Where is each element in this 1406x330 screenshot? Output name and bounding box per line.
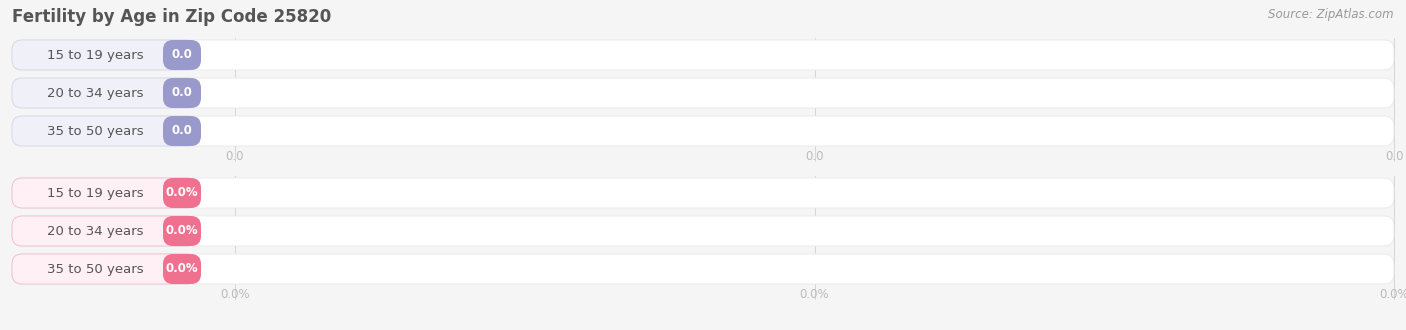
FancyBboxPatch shape [163, 254, 201, 284]
Text: 0.0: 0.0 [172, 86, 193, 100]
Text: 0.0: 0.0 [1385, 149, 1403, 162]
FancyBboxPatch shape [13, 116, 197, 146]
FancyBboxPatch shape [13, 40, 197, 70]
FancyBboxPatch shape [13, 116, 1393, 146]
FancyBboxPatch shape [163, 78, 201, 108]
Text: 0.0%: 0.0% [166, 262, 198, 276]
Text: 15 to 19 years: 15 to 19 years [48, 49, 143, 61]
Text: 15 to 19 years: 15 to 19 years [48, 186, 143, 200]
FancyBboxPatch shape [13, 40, 1393, 70]
FancyBboxPatch shape [163, 116, 201, 146]
FancyBboxPatch shape [13, 216, 197, 246]
Text: 35 to 50 years: 35 to 50 years [48, 124, 143, 138]
FancyBboxPatch shape [13, 78, 197, 108]
Text: 0.0: 0.0 [226, 149, 245, 162]
Text: 0.0%: 0.0% [166, 186, 198, 200]
Text: Source: ZipAtlas.com: Source: ZipAtlas.com [1268, 8, 1393, 21]
Text: 20 to 34 years: 20 to 34 years [48, 86, 143, 100]
Text: 0.0%: 0.0% [166, 224, 198, 238]
FancyBboxPatch shape [13, 216, 1393, 246]
Text: 0.0%: 0.0% [800, 287, 830, 301]
Text: 0.0%: 0.0% [221, 287, 250, 301]
Text: Fertility by Age in Zip Code 25820: Fertility by Age in Zip Code 25820 [13, 8, 332, 26]
FancyBboxPatch shape [13, 178, 1393, 208]
Text: 0.0: 0.0 [172, 49, 193, 61]
FancyBboxPatch shape [13, 254, 197, 284]
FancyBboxPatch shape [163, 178, 201, 208]
Text: 20 to 34 years: 20 to 34 years [48, 224, 143, 238]
Text: 0.0: 0.0 [806, 149, 824, 162]
Text: 0.0%: 0.0% [1379, 287, 1406, 301]
FancyBboxPatch shape [163, 216, 201, 246]
FancyBboxPatch shape [13, 254, 1393, 284]
Text: 0.0: 0.0 [172, 124, 193, 138]
FancyBboxPatch shape [13, 178, 197, 208]
Text: 35 to 50 years: 35 to 50 years [48, 262, 143, 276]
FancyBboxPatch shape [13, 78, 1393, 108]
FancyBboxPatch shape [163, 40, 201, 70]
